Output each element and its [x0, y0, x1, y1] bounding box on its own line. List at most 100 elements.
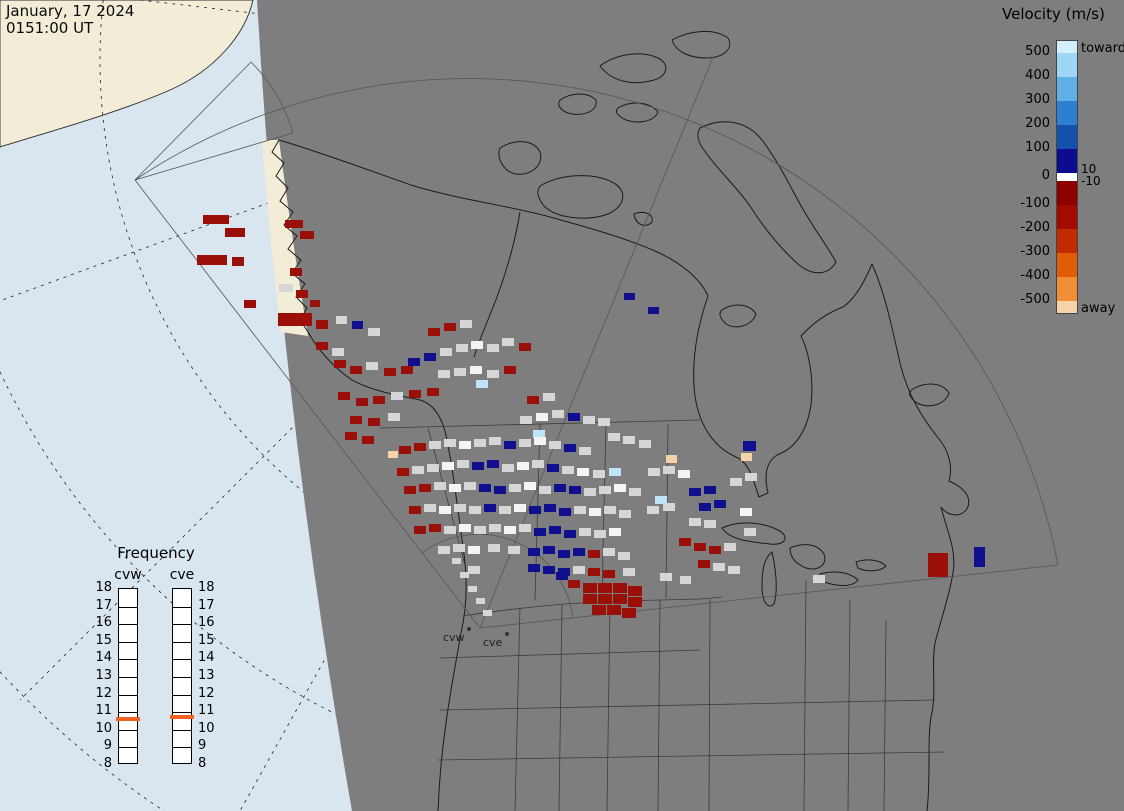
- frequency-bar-divider: [119, 641, 137, 643]
- velocity-cell: [583, 416, 595, 424]
- velocity-cell: [350, 366, 362, 374]
- velocity-cell: [397, 468, 409, 476]
- velocity-cell: [502, 338, 514, 346]
- velocity-cell: [623, 568, 635, 576]
- frequency-bar-cvw: [116, 588, 140, 764]
- victoria-island: [537, 175, 624, 219]
- velocity-cell: [709, 546, 721, 554]
- velocity-cell: [628, 586, 642, 596]
- velocity-toward-label: toward: [1081, 41, 1124, 56]
- velocity-cell: [624, 293, 635, 300]
- velocity-cell: [598, 594, 612, 604]
- lake-huron: [789, 544, 826, 570]
- velocity-cell: [740, 508, 752, 516]
- velocity-cell: [568, 580, 580, 588]
- velocity-cell: [366, 362, 378, 370]
- frequency-column-label-cve: cve: [169, 567, 195, 583]
- velocity-tick-label: 400: [1025, 68, 1050, 83]
- velocity-cell: [724, 543, 736, 551]
- velocity-cell: [613, 583, 627, 593]
- frequency-bar-divider: [119, 729, 137, 731]
- velocity-cell: [427, 464, 439, 472]
- velocity-cell: [384, 368, 396, 376]
- velocity-cell: [564, 444, 576, 452]
- velocity-cell: [336, 316, 347, 324]
- velocity-cell: [529, 506, 541, 514]
- velocity-cell: [203, 215, 229, 224]
- velocity-tick-label: -100: [1020, 196, 1050, 211]
- velocity-cell: [316, 342, 328, 350]
- velocity-tick-label: -200: [1020, 220, 1050, 235]
- radar-site-label-cvw: cvw: [443, 631, 465, 644]
- mackenzie-river: [473, 211, 521, 358]
- velocity-cell: [459, 524, 471, 532]
- velocity-cell: [678, 470, 690, 478]
- velocity-zero-tick-label: -10: [1081, 174, 1101, 188]
- frequency-legend-title: Frequency: [117, 544, 195, 562]
- velocity-cell: [618, 552, 630, 560]
- velocity-cell: [438, 546, 450, 554]
- velocity-cell: [356, 398, 368, 406]
- frequency-tick-label-right: 11: [198, 703, 215, 719]
- velocity-cell: [536, 413, 548, 421]
- velocity-colorbar-segment: [1057, 277, 1077, 301]
- velocity-cell: [460, 320, 472, 328]
- velocity-cell: [680, 576, 691, 584]
- velocity-cell: [928, 553, 948, 577]
- velocity-cell: [424, 504, 436, 512]
- velocity-cell: [456, 344, 468, 352]
- velocity-tick-label: 100: [1025, 140, 1050, 155]
- velocity-away-label: away: [1081, 301, 1116, 316]
- velocity-cell: [549, 441, 561, 449]
- velocity-cell: [471, 341, 483, 349]
- velocity-cell: [514, 504, 526, 512]
- velocity-cell: [285, 220, 303, 228]
- velocity-cell: [519, 343, 531, 351]
- velocity-cell: [296, 290, 308, 298]
- velocity-cell: [666, 455, 677, 463]
- baffin-island: [697, 121, 837, 274]
- velocity-cell: [373, 396, 385, 404]
- frequency-tick-label-right: 16: [198, 615, 215, 631]
- velocity-cell: [225, 228, 245, 237]
- velocity-cell: [457, 460, 469, 468]
- newfoundland: [909, 383, 950, 407]
- velocity-cell: [509, 484, 521, 492]
- velocity-cell: [316, 320, 328, 329]
- timestamp-time: 0151:00 UT: [6, 19, 94, 37]
- alaska-west-coast: [271, 139, 309, 333]
- radar-site-dots: [467, 627, 509, 636]
- velocity-cell: [694, 543, 706, 551]
- velocity-cell: [391, 392, 403, 400]
- velocity-cell: [409, 390, 421, 398]
- frequency-bar-divider: [173, 606, 191, 608]
- velocity-cell: [592, 605, 606, 615]
- velocity-cell: [603, 548, 615, 556]
- velocity-cell: [244, 300, 256, 308]
- velocity-cell: [428, 328, 440, 336]
- velocity-cell: [504, 526, 516, 534]
- velocity-cell: [655, 496, 667, 504]
- velocity-cell: [404, 486, 416, 494]
- velocity-cell: [741, 453, 752, 461]
- velocity-cell: [401, 366, 413, 374]
- frequency-tick-label-right: 17: [198, 597, 215, 613]
- frequency-bar-divider: [173, 712, 191, 714]
- velocity-cell: [468, 586, 477, 592]
- velocity-cell: [519, 524, 531, 532]
- velocity-colorbar-segment: [1057, 181, 1077, 205]
- frequency-tick-label-left: 17: [95, 597, 112, 613]
- frequency-bar-divider: [119, 747, 137, 749]
- frequency-tick-label-right: 9: [198, 738, 207, 754]
- velocity-cell: [614, 484, 626, 492]
- velocity-cell: [549, 526, 561, 534]
- lake-erie: [819, 571, 859, 586]
- velocity-cell: [440, 348, 452, 356]
- velocity-colorbar-segment: [1057, 301, 1077, 313]
- velocity-cell: [589, 508, 601, 516]
- velocity-cell: [699, 503, 711, 511]
- velocity-cell: [534, 528, 546, 536]
- velocity-cell: [424, 353, 436, 361]
- bering-coast-land: [262, 140, 308, 336]
- velocity-cell: [613, 594, 627, 604]
